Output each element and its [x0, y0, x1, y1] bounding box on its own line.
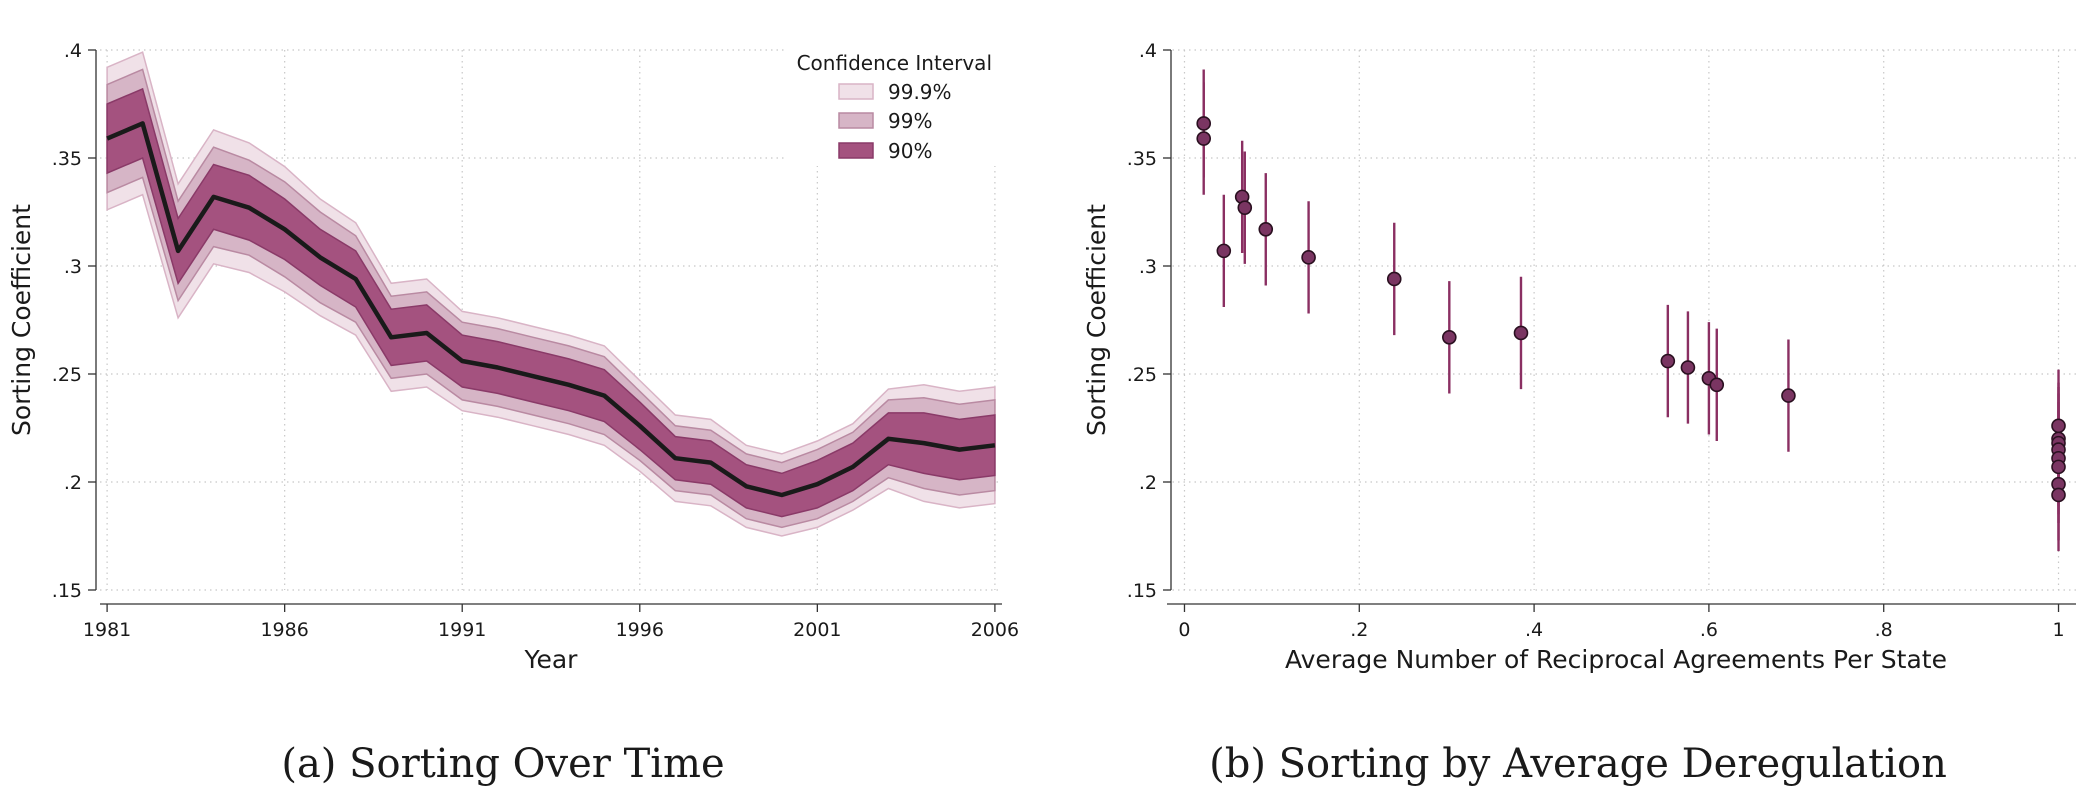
panel-b-y-tick-label-0-15: .15 [1127, 580, 1157, 602]
panel-b-x-tick-label-0-2: .2 [1350, 619, 1368, 641]
panel-a-y-axis-label: Sorting Coefficient [7, 204, 36, 436]
panel-b-x-tick-label-0-4: .4 [1525, 619, 1543, 641]
panel-a-x-axis-label: Year [524, 645, 579, 674]
panel-a-x-tick-label-1996: 1996 [616, 619, 664, 641]
data-point-15 [2051, 418, 2066, 434]
panel-b-axes: .15 .2 .25 .3 .35 .4 0 .2 .4 .6 .8 1 [1127, 40, 2076, 641]
band-99-9 [106, 51, 996, 537]
panel-b-caption: (b) Sorting by Average Deregulation [1209, 741, 1947, 787]
panel-a-x-tick-label-2006: 2006 [971, 619, 1019, 641]
legend-label-99: 99% [888, 109, 932, 133]
panel-a-caption: (a) Sorting Over Time [281, 741, 724, 787]
legend-label-99-9: 99.9% [888, 80, 952, 104]
panel-a-legend: Confidence Interval 99.9% 99% 90% [784, 44, 1006, 166]
data-point-1 [1196, 131, 1212, 146]
panel-a-y-tick-label-0-35: .35 [52, 148, 82, 170]
data-point-5 [1258, 221, 1274, 237]
panel-b-x-tick-label-0-6: .6 [1700, 619, 1718, 641]
band-99 [106, 68, 996, 529]
panel-a-x-tick-label-1986: 1986 [260, 619, 308, 641]
panel-b-y-axis-label: Sorting Coefficient [1082, 204, 1111, 436]
legend-swatch-99-9 [838, 83, 874, 100]
data-point-8 [1442, 329, 1457, 345]
sorting-coefficient-line [106, 121, 996, 498]
data-point-0 [1196, 116, 1212, 131]
panel-a-line-layer [106, 121, 996, 498]
panel-a-x-tick-label-1991: 1991 [438, 619, 486, 641]
legend-swatch-90 [838, 142, 874, 159]
data-point-20 [2051, 459, 2066, 475]
panel-b-x-axis-label: Average Number of Reciprocal Agreements … [1285, 645, 1947, 674]
data-point-22 [2051, 487, 2066, 503]
legend-swatch-99 [838, 112, 874, 129]
panel-b-x-tick-label-1: 1 [2052, 619, 2064, 641]
panel-a-y-tick-label-0-25: .25 [52, 364, 82, 386]
panel-a-y-tick-label-0-2: .2 [64, 472, 82, 494]
data-point-6 [1301, 250, 1316, 265]
data-point-11 [1680, 360, 1696, 375]
panel-b-y-tick-label-0-35: .35 [1127, 148, 1157, 170]
band-90 [106, 87, 996, 518]
data-point-4 [1237, 200, 1253, 215]
panel-a-x-tick-label-2001: 2001 [793, 619, 841, 641]
panel-b-grid [1167, 49, 2076, 591]
data-point-10 [1660, 353, 1676, 369]
data-point-7 [1386, 271, 1402, 287]
legend-label-90: 90% [888, 139, 932, 163]
data-point-9 [1513, 325, 1529, 341]
legend-title: Confidence Interval [797, 51, 992, 75]
data-point-2 [1216, 243, 1232, 259]
panel-b-x-tick-label-0-8: .8 [1875, 619, 1893, 641]
data-point-14 [1781, 388, 1796, 403]
panel-a-x-tick-label-1981: 1981 [83, 619, 131, 641]
panel-b-y-tick-label-0-25: .25 [1127, 364, 1157, 386]
panel-a-confidence-bands [106, 51, 996, 537]
panel-b-sorting-by-deregulation: .15 .2 .25 .3 .35 .4 0 .2 .4 .6 .8 1 Average Number… [1082, 40, 2076, 674]
panel-a-y-tick-label-0-3: .3 [64, 256, 82, 278]
legend-background [784, 44, 1006, 166]
panel-b-y-tick-label-0-3: .3 [1139, 256, 1157, 278]
panel-a-axes: .15 .2 .25 .3 .35 .4 1981 1986 1991 1996 2001 2006 [52, 40, 1019, 641]
panel-a-y-tick-label-0-4: .4 [64, 40, 82, 62]
panel-b-y-tick-label-0-4: .4 [1139, 40, 1157, 62]
panel-b-y-tick-label-0-2: .2 [1139, 472, 1157, 494]
panel-a-y-tick-label-0-15: .15 [52, 580, 82, 602]
data-point-13 [1709, 377, 1725, 393]
panel-b-points [1196, 116, 2066, 503]
panel-b-x-tick-label-0: 0 [1178, 619, 1190, 641]
